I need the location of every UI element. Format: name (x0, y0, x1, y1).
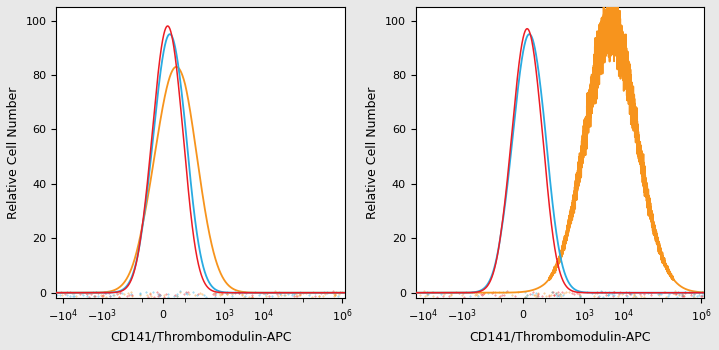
X-axis label: CD141/Thrombomodulin-APC: CD141/Thrombomodulin-APC (110, 330, 291, 343)
X-axis label: CD141/Thrombomodulin-APC: CD141/Thrombomodulin-APC (470, 330, 651, 343)
Y-axis label: Relative Cell Number: Relative Cell Number (367, 86, 380, 219)
Y-axis label: Relative Cell Number: Relative Cell Number (7, 86, 20, 219)
